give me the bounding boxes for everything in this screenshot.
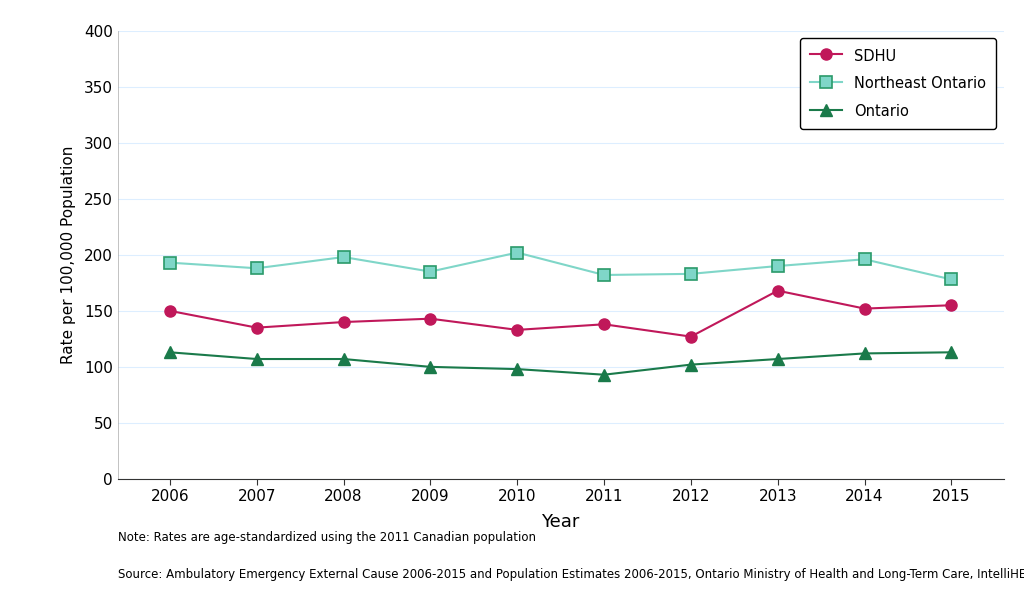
Y-axis label: Rate per 100,000 Population: Rate per 100,000 Population	[60, 146, 76, 364]
Legend: SDHU, Northeast Ontario, Ontario: SDHU, Northeast Ontario, Ontario	[800, 38, 996, 130]
Text: Note: Rates are age-standardized using the 2011 Canadian population: Note: Rates are age-standardized using t…	[118, 531, 536, 544]
Text: Source: Ambulatory Emergency External Cause 2006-2015 and Population Estimates 2: Source: Ambulatory Emergency External Ca…	[118, 568, 1024, 581]
X-axis label: Year: Year	[542, 513, 580, 530]
